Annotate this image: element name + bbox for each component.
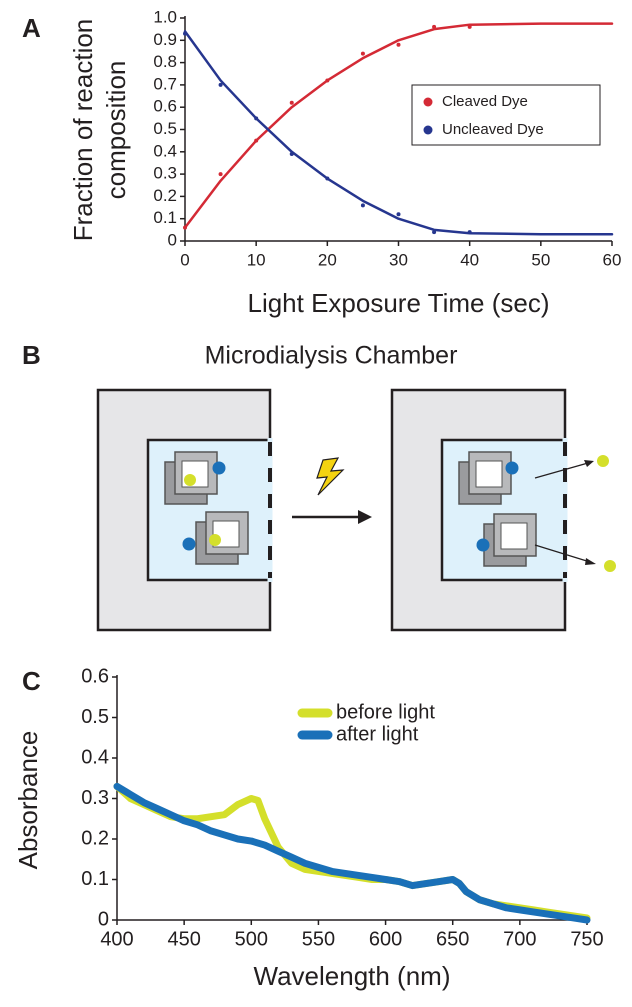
x-tick-label: 650 xyxy=(436,928,469,950)
y-tick-label: 0.2 xyxy=(81,827,109,849)
x-tick-label: 40 xyxy=(460,250,479,269)
legend-label: after light xyxy=(336,723,419,745)
y-tick-label: 0.4 xyxy=(81,746,109,768)
y-axis-label: Absorbance xyxy=(13,731,43,870)
series-line xyxy=(113,782,591,922)
series-line xyxy=(183,30,614,236)
y-tick-label: 0.7 xyxy=(153,74,177,93)
x-tick-label: 700 xyxy=(503,928,536,950)
y-tick-label: 0.4 xyxy=(153,141,177,160)
legend-marker xyxy=(423,97,433,107)
data-point xyxy=(360,51,365,56)
x-tick-label: 30 xyxy=(389,250,408,269)
y-tick-label: 0.2 xyxy=(153,186,177,205)
data-point xyxy=(467,230,472,235)
legend-label: Uncleaved Dye xyxy=(442,121,544,138)
x-axis-label: Light Exposure Time (sec) xyxy=(247,288,549,318)
x-axis-label: Wavelength (nm) xyxy=(254,961,451,991)
data-point xyxy=(360,203,365,208)
x-tick-label: 400 xyxy=(100,928,133,950)
panel-label: A xyxy=(22,13,41,43)
data-point xyxy=(467,24,472,29)
y-tick-label: 0.1 xyxy=(81,868,109,890)
y-tick-label: 0.8 xyxy=(153,52,177,71)
data-point xyxy=(432,230,437,235)
legend-label: Cleaved Dye xyxy=(442,93,528,110)
chamber-after xyxy=(390,388,616,632)
x-tick-label: 750 xyxy=(570,928,603,950)
data-point xyxy=(183,31,187,36)
y-tick-label: 0.6 xyxy=(81,665,109,687)
x-tick-label: 20 xyxy=(318,250,337,269)
y-axis-label: composition xyxy=(101,61,131,200)
data-point xyxy=(432,24,437,29)
y-tick-label: 0.3 xyxy=(153,164,177,183)
y-tick-label: 0 xyxy=(168,230,177,249)
panel-label: B xyxy=(22,340,41,370)
legend-box xyxy=(411,84,601,146)
data-point xyxy=(183,225,187,230)
x-tick-label: 450 xyxy=(167,928,200,950)
x-tick-label: 600 xyxy=(369,928,402,950)
y-axis-label: Fraction of reaction xyxy=(68,19,98,242)
panel-label: C xyxy=(22,666,41,696)
data-point xyxy=(289,100,294,105)
y-tick-label: 0.9 xyxy=(153,30,177,49)
series-line xyxy=(113,782,591,924)
y-tick-label: 0.5 xyxy=(81,706,109,728)
data-point xyxy=(325,78,330,83)
series-line xyxy=(183,22,614,229)
x-tick-label: 50 xyxy=(531,250,550,269)
data-point xyxy=(218,82,223,87)
y-tick-label: 0.3 xyxy=(81,787,109,809)
chamber-before xyxy=(96,388,273,632)
y-tick-label: 0.6 xyxy=(153,97,177,116)
data-point xyxy=(254,138,259,143)
data-point xyxy=(218,172,223,177)
x-tick-label: 500 xyxy=(235,928,268,950)
data-point xyxy=(289,152,294,157)
diagram-title: Microdialysis Chamber xyxy=(205,342,458,370)
legend-marker xyxy=(423,125,433,135)
y-tick-label: 0 xyxy=(98,908,109,930)
data-point xyxy=(325,176,330,181)
reaction-arrow xyxy=(292,457,372,524)
y-tick-label: 0.1 xyxy=(153,208,177,227)
legend-label: before light xyxy=(336,701,435,723)
x-tick-label: 10 xyxy=(247,250,266,269)
data-point xyxy=(396,42,401,47)
y-tick-label: 1.0 xyxy=(153,7,177,26)
x-tick-label: 0 xyxy=(180,250,189,269)
y-tick-label: 0.5 xyxy=(153,119,177,138)
data-point xyxy=(396,212,401,217)
x-tick-label: 550 xyxy=(302,928,335,950)
data-point xyxy=(254,116,259,121)
x-tick-label: 60 xyxy=(603,250,622,269)
